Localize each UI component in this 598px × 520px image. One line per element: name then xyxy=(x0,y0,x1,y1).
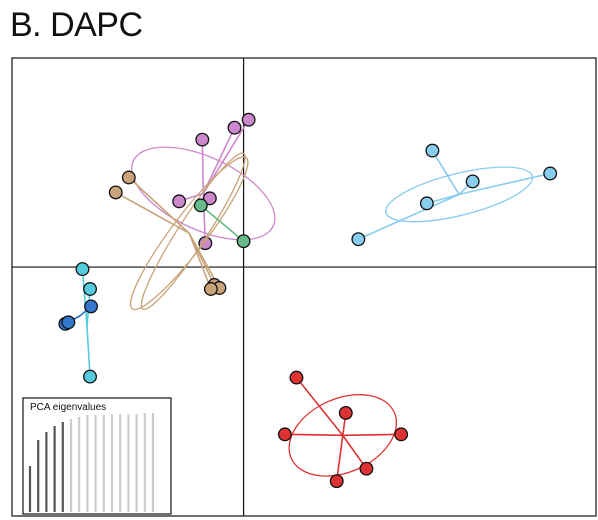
data-point xyxy=(172,194,187,209)
data-point xyxy=(277,427,292,442)
data-point xyxy=(83,369,97,384)
data-point xyxy=(329,474,344,489)
cluster-ellipse xyxy=(288,393,398,477)
figure-title: B. DAPC xyxy=(10,6,143,44)
centroid-spoke xyxy=(335,435,344,482)
cluster-ellipse xyxy=(384,166,534,223)
data-point xyxy=(359,461,374,476)
data-point xyxy=(83,282,97,296)
data-point xyxy=(351,232,366,247)
data-point xyxy=(425,143,440,158)
data-point xyxy=(419,196,434,211)
series-group xyxy=(131,112,276,251)
centroid-spoke xyxy=(188,232,212,290)
centroid-spoke xyxy=(128,176,190,234)
data-point xyxy=(241,112,256,127)
data-point xyxy=(121,170,136,185)
data-point xyxy=(108,185,123,200)
data-point xyxy=(84,299,98,314)
centroid-spoke xyxy=(431,150,460,195)
centroid-spoke xyxy=(81,269,88,327)
series-group xyxy=(277,370,409,489)
data-point xyxy=(543,166,558,181)
series-group xyxy=(75,262,97,384)
centroid-spoke xyxy=(458,172,551,196)
centroid-spoke xyxy=(284,433,343,437)
data-point xyxy=(195,132,210,147)
data-point xyxy=(203,282,218,296)
data-point xyxy=(202,191,217,206)
data-point xyxy=(236,234,251,249)
centroid-spoke xyxy=(342,433,402,437)
data-point xyxy=(61,315,76,330)
series-group xyxy=(108,152,249,311)
centroid-spoke xyxy=(201,139,205,194)
centroid-spoke xyxy=(358,193,460,240)
centroid-spoke xyxy=(295,377,344,436)
inset-title: PCA eigenvalues xyxy=(30,402,106,413)
cluster-ellipse xyxy=(129,156,249,311)
series-group xyxy=(58,299,98,331)
centroid-spoke xyxy=(200,204,245,242)
series-group xyxy=(193,198,251,249)
data-point xyxy=(193,198,208,213)
data-point xyxy=(227,120,242,135)
pca-eigenvalues-inset: PCA eigenvalues xyxy=(22,397,172,515)
data-point xyxy=(289,370,304,385)
centroid-spoke xyxy=(86,326,91,377)
inset-frame xyxy=(22,397,172,515)
centroid-spoke xyxy=(115,191,190,234)
cluster-ellipse xyxy=(140,152,246,311)
series-group xyxy=(351,143,558,247)
data-point xyxy=(394,427,409,442)
plot-frame xyxy=(11,57,597,517)
data-point xyxy=(338,406,353,420)
data-point xyxy=(75,262,90,277)
data-point xyxy=(465,174,480,189)
